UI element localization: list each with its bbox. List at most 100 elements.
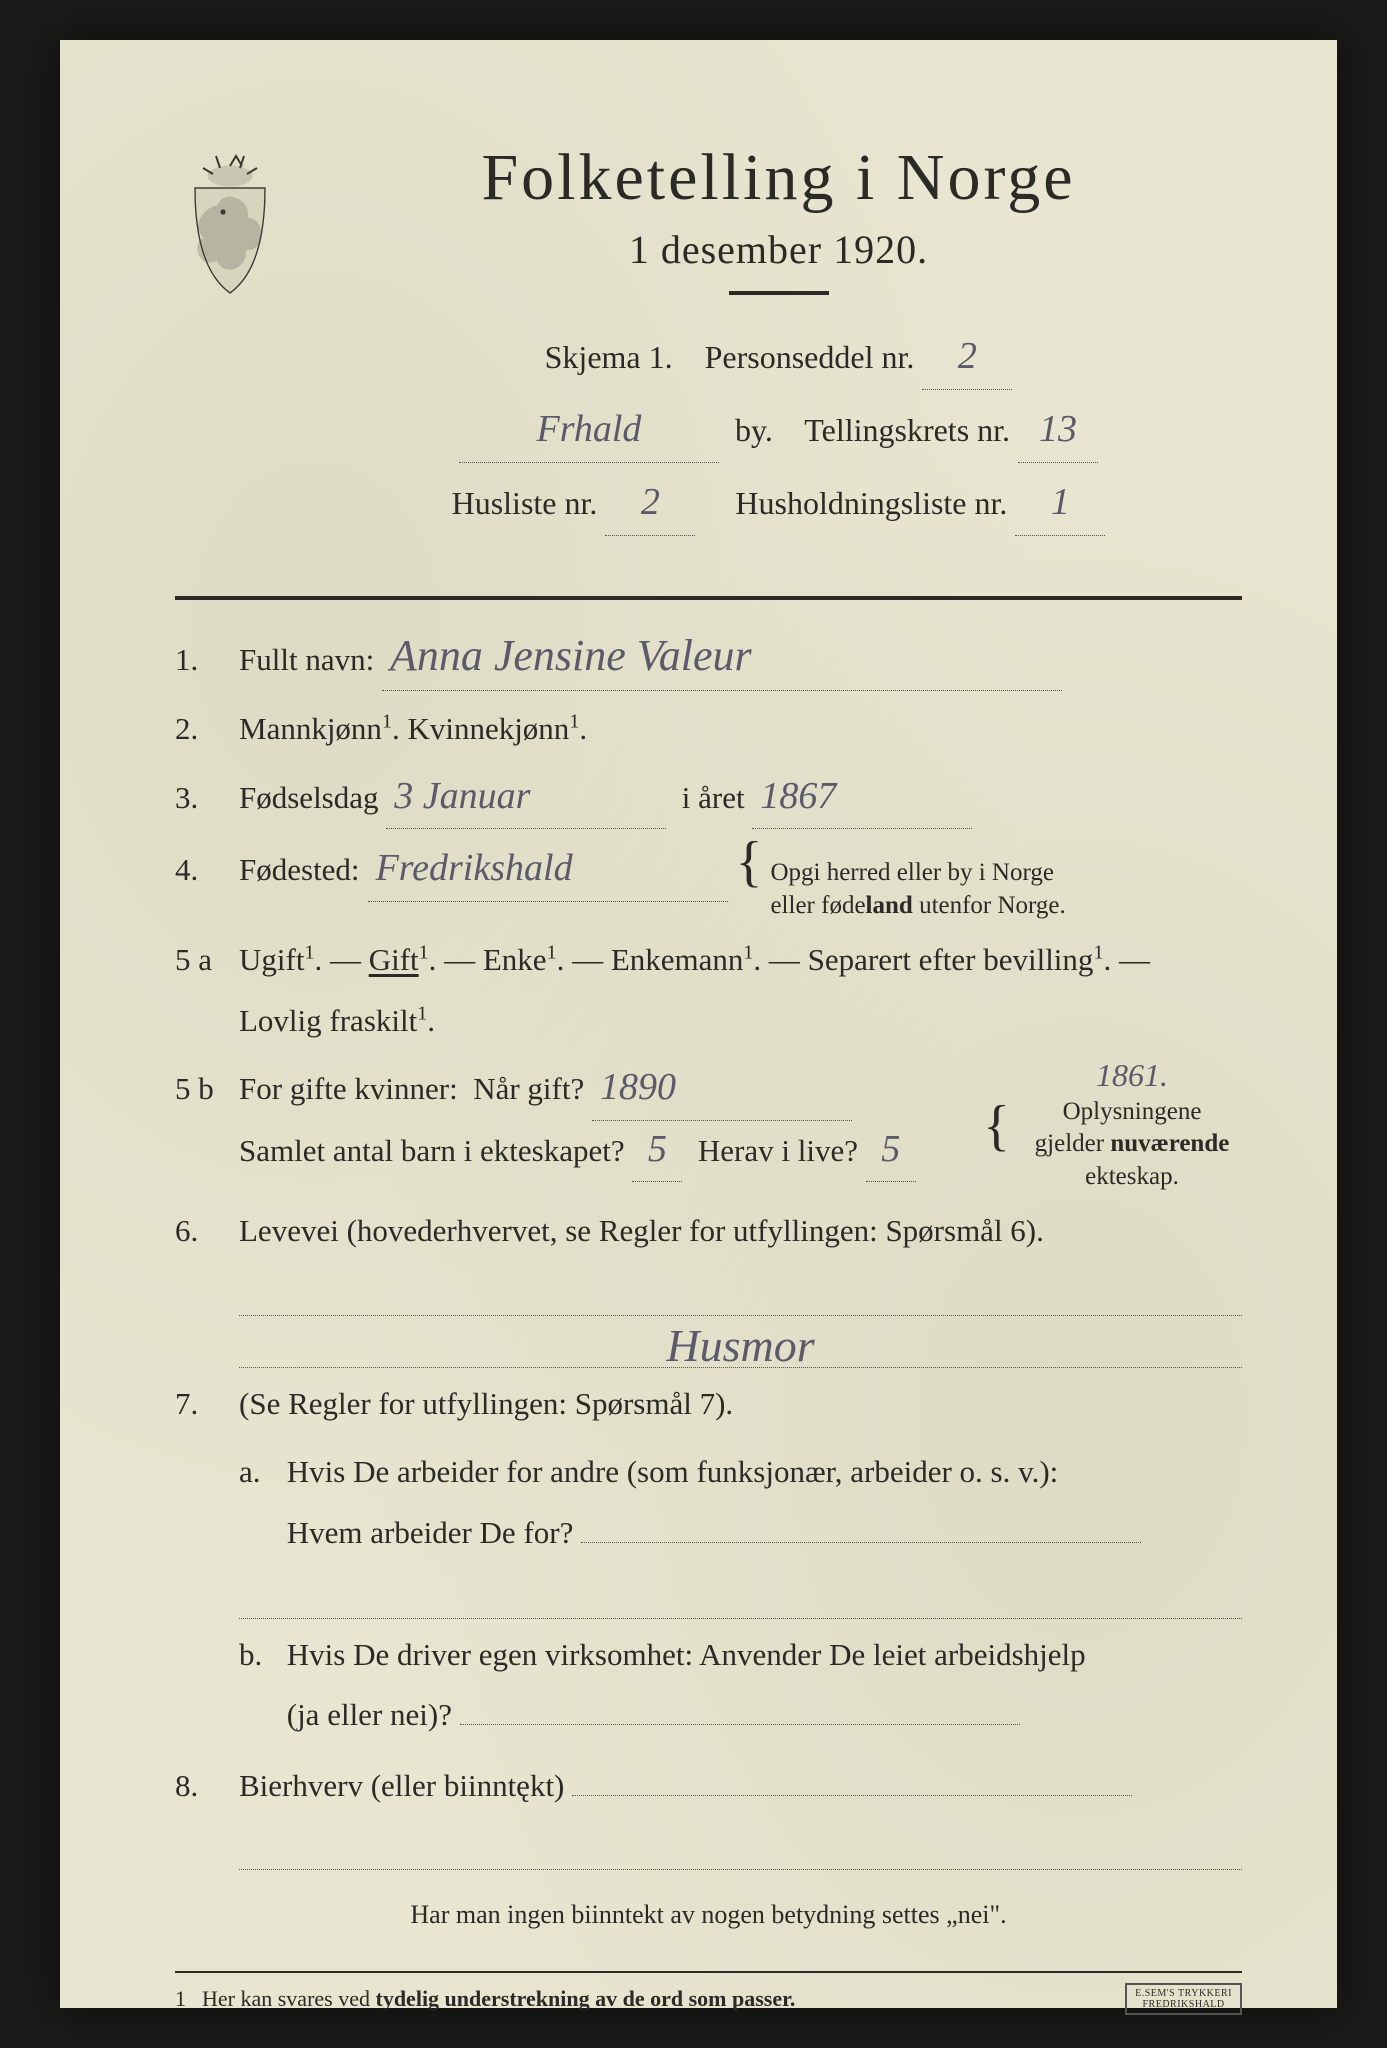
q3-label: Fødselsdag [239,780,379,815]
footnote-text: 1 Her kan svares ved tydelig understrekn… [175,1986,795,2012]
q5b-num: 5 b [175,1059,221,1119]
printer-stamp: E.SEM'S TRYKKERI FREDRIKSHALD [1125,1983,1242,2015]
q3-day-value: 3 Januar [394,777,530,815]
q5a-enkemann: Enkemann [611,942,744,977]
q5a-ugift: Ugift [239,942,304,977]
q3-year-value: 1867 [760,777,836,815]
q7a-field [581,1542,1141,1543]
brace-icon: { [736,837,763,887]
q5b-herav-value: 5 [881,1130,900,1168]
q5b-margin-value: 1861. [1096,1059,1168,1091]
meta-block: Skjema 1. Personseddel nr. 2 Frhald by. … [315,325,1242,536]
question-8: 8. Bierhverv (eller biinntękt) [175,1756,1242,1816]
q2-num: 2. [175,699,221,759]
question-1: 1. Fullt navn: Anna Jensine Valeur [175,630,1242,691]
q4-value: Fredrikshald [376,849,573,887]
q3-year-field: 1867 [752,768,972,829]
q4-field: Fredrikshald [368,840,728,901]
q3-num: 3. [175,768,221,828]
husholdning-nr-value: 1 [1051,483,1070,521]
meta-line-2: Frhald by. Tellingskrets nr. 13 [315,398,1242,463]
q6-label: Levevei (hovederhvervet, se Regler for u… [239,1201,1242,1261]
q5b-herav-label: Herav i live? [698,1133,858,1168]
q7b-l1: Hvis De driver egen virksomhet: Anvender… [287,1637,1086,1672]
q8-label: Bierhverv (eller biinntękt) [239,1768,564,1803]
husholdning-nr-field: 1 [1015,471,1105,536]
skjema-label: Skjema 1. [545,339,673,375]
meta-line-3: Husliste nr. 2 Husholdningsliste nr. 1 [315,471,1242,536]
q8-num: 8. [175,1756,221,1816]
question-7: 7. (Se Regler for utfyllingen: Spørsmål … [175,1374,1242,1434]
question-2: 2. Mannkjønn1. Kvinnekjønn1. [175,699,1242,759]
question-4: 4. Fødested: Fredrikshald { Opgi herred … [175,837,1242,922]
page-subtitle: 1 desember 1920. [315,226,1242,273]
meta-line-1: Skjema 1. Personseddel nr. 2 [315,325,1242,390]
census-form-page: Folketelling i Norge 1 desember 1920. Sk… [60,40,1337,2008]
q1-num: 1. [175,630,221,690]
q7a: a. Hvis De arbeider for andre (som funks… [239,1442,1242,1563]
q5b-main: For gifte kvinner: Når gift? 1890 Samlet… [239,1059,971,1182]
q7-label: (Se Regler for utfyllingen: Spørsmål 7). [239,1374,1242,1434]
q7b-num: b. [239,1625,279,1685]
q7-sub: a. Hvis De arbeider for andre (som funks… [175,1442,1242,1746]
q4-num: 4. [175,840,221,900]
q6-line-2: Husmor [239,1322,1242,1368]
q4-label: Fødested: [239,840,360,900]
q7b-field [460,1724,1020,1725]
q6-value: Husmor [666,1323,814,1369]
q2-mann: Mannkjønn [239,711,382,746]
by-label: by. [735,412,773,448]
divider-rule [175,596,1242,600]
q5b-herav-field: 5 [866,1121,916,1182]
q8-line [239,1824,1242,1870]
q5b-side-note: 1861. Oplysningene gjelder nuværende ekt… [1022,1059,1242,1193]
q2-kvinne: Kvinnekjønn [407,711,569,746]
q4-note: Opgi herred eller by i Norge eller fødel… [770,857,1065,922]
title-rule [729,291,829,295]
q7-num: 7. [175,1374,221,1434]
husholdning-label: Husholdningsliste nr. [735,485,1007,521]
questions-block: 1. Fullt navn: Anna Jensine Valeur 2. Ma… [175,630,1242,1941]
q7a-line [239,1573,1242,1619]
tellingskrets-label: Tellingskrets nr. [804,412,1010,448]
husliste-nr-value: 2 [641,483,660,521]
q1-value: Anna Jensine Valeur [390,634,752,678]
husliste-nr-field: 2 [605,471,695,536]
footnote: 1 Her kan svares ved tydelig understrekn… [175,1983,1242,2015]
footnote-num: 1 [175,1986,186,2012]
q1-field: Anna Jensine Valeur [382,630,1062,691]
q5a-enke: Enke [483,942,547,977]
personseddel-nr-field: 2 [922,325,1012,390]
by-value: Frhald [537,410,642,448]
personseddel-label: Personseddel nr. [705,339,915,375]
question-3: 3. Fødselsdag 3 Januar i året 1867 [175,768,1242,829]
q8-field [572,1795,1132,1796]
husliste-label: Husliste nr. [452,485,598,521]
q5a-fraskilt: Lovlig fraskilt [239,1003,417,1038]
question-5b: 5 b For gifte kvinner: Når gift? 1890 Sa… [175,1059,1242,1193]
q5b-nar-gift-label: Når gift? [473,1071,584,1106]
tellingskrets-nr-value: 13 [1039,410,1077,448]
coat-of-arms-icon [175,148,285,298]
q7b: b. Hvis De driver egen virksomhet: Anven… [239,1625,1242,1746]
q7a-l2: Hvem arbeider De for? [287,1515,574,1550]
q6-line-1 [239,1270,1242,1316]
q5b-barn-label: Samlet antal barn i ekteskapet? [239,1133,625,1168]
q5a-num: 5 a [175,930,221,990]
brace-icon: { [983,1101,1010,1151]
personseddel-nr-value: 2 [958,337,977,375]
note-after-8: Har man ingen biinntekt av nogen betydni… [175,1890,1242,1941]
q6-num: 6. [175,1201,221,1261]
footnote-rule [175,1971,1242,1973]
q5b-barn-value: 5 [648,1130,667,1168]
question-6: 6. Levevei (hovederhvervet, se Regler fo… [175,1201,1242,1261]
q1-label: Fullt navn: [239,642,374,677]
header: Folketelling i Norge 1 desember 1920. Sk… [175,140,1242,561]
title-block: Folketelling i Norge 1 desember 1920. Sk… [315,140,1242,561]
q5b-nar-gift-value: 1890 [600,1068,676,1106]
tellingskrets-nr-field: 13 [1018,398,1098,463]
q7b-l2: (ja eller nei)? [287,1697,452,1732]
q5b-label: For gifte kvinner: [239,1071,458,1106]
q5b-barn-field: 5 [632,1121,682,1182]
question-5a: 5 a Ugift1. — Gift1. — Enke1. — Enkemann… [175,930,1242,1051]
